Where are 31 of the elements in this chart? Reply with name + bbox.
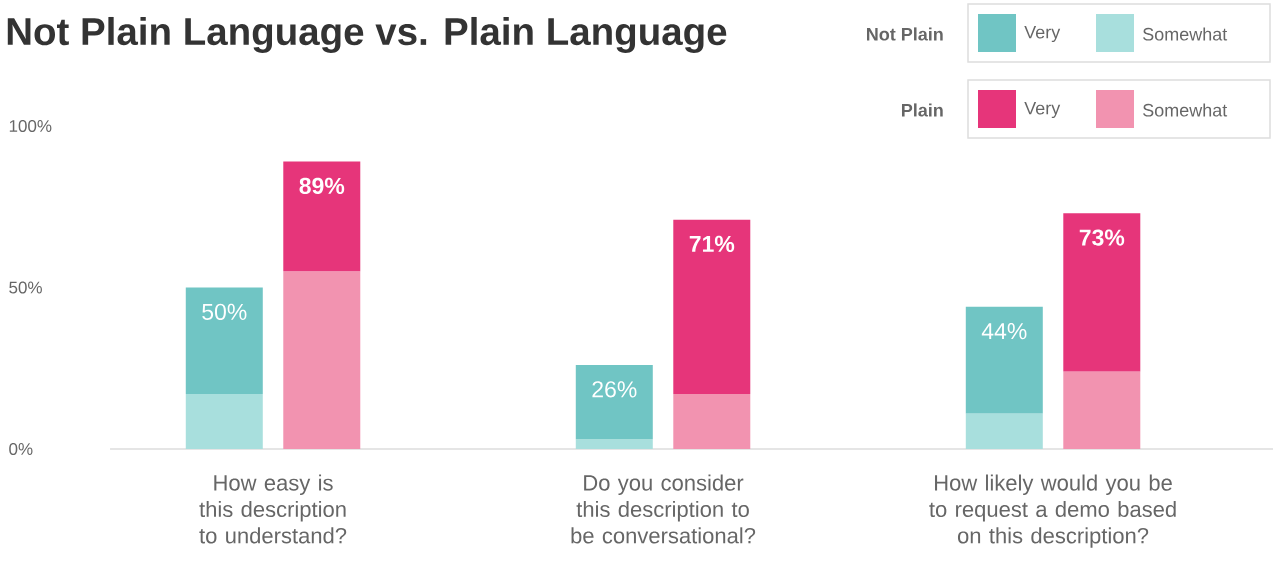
bar — [1063, 213, 1141, 372]
bar — [1063, 371, 1141, 449]
bar — [283, 271, 361, 449]
total-label: 50% — [202, 303, 247, 320]
bar — [283, 161, 361, 272]
bar — [185, 394, 263, 449]
bar — [965, 413, 1043, 449]
legend-label: Somewhat — [1143, 103, 1228, 117]
y-tick-label: 100% — [9, 119, 52, 133]
legend-label: Very — [1024, 25, 1061, 43]
bar — [575, 365, 653, 440]
legend-label: Somewhat — [1143, 27, 1228, 41]
bar — [673, 394, 751, 449]
chart-title: Not Plain Language vs. Plain Language — [7, 16, 727, 54]
x-tick-label: Do you consider this description to be conversational? — [571, 474, 756, 544]
legend-label: Very — [1024, 101, 1061, 119]
bar — [185, 287, 263, 395]
x-tick-label: How likely would you be to request a demo based on this description? — [929, 474, 1176, 548]
bar — [575, 439, 653, 449]
total-label: 44% — [981, 323, 1027, 340]
total-label: 73% — [1079, 229, 1125, 246]
bar — [965, 306, 1043, 414]
bar — [673, 219, 751, 395]
total-label: 89% — [299, 177, 345, 194]
total-label: 71% — [689, 235, 735, 253]
total-label: 26% — [592, 381, 637, 398]
y-tick-label: 0% — [9, 442, 33, 456]
y-tick-label: 50% — [9, 281, 42, 294]
text: Plain — [901, 103, 943, 117]
text: Not Plain — [867, 27, 943, 41]
x-tick-label: How easy is this description to understand? — [199, 474, 347, 544]
